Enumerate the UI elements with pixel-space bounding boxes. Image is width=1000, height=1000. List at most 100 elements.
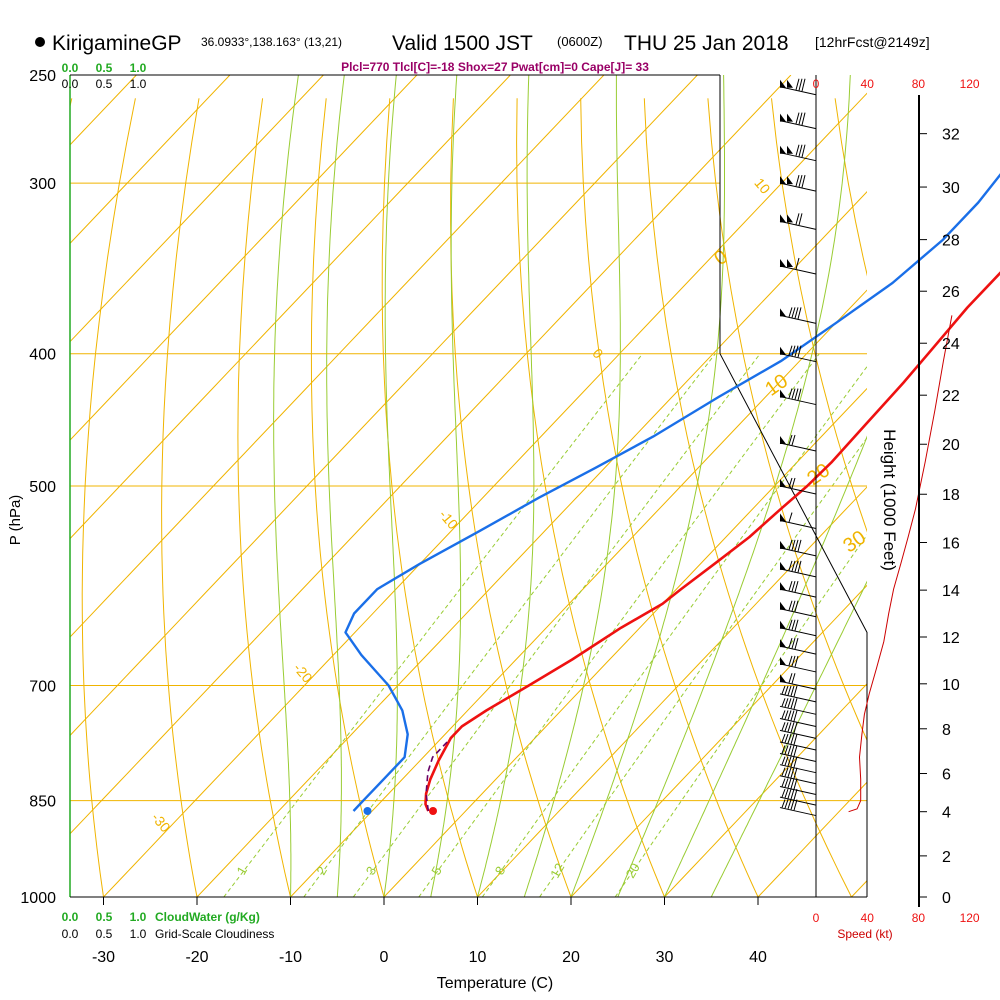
wind-barb-shaft: [779, 729, 817, 739]
wind-barb-feather: [788, 560, 793, 571]
wind-barb-flag: [780, 308, 786, 317]
pressure-tick-label: 250: [29, 68, 56, 85]
speed-top-tick: 0: [813, 77, 820, 91]
wind-barb-flag: [780, 79, 786, 88]
wind-barb-feather: [795, 213, 800, 225]
speed-bottom-tick: 120: [960, 911, 980, 925]
wind-barb-feather: [781, 722, 786, 731]
wind-barb-feather: [787, 756, 792, 767]
moist-adiabat-line: [523, 75, 621, 897]
dry-adiabat-line: [962, 98, 1000, 897]
height-tick-label: 8: [942, 722, 951, 739]
wind-barb-feather: [787, 745, 792, 755]
isotherm-line: [290, 289, 867, 897]
wind-barb-shaft: [779, 547, 817, 557]
isotherm-line: [664, 683, 867, 897]
speed-bottom-tick: 40: [861, 911, 875, 925]
wind-barb-flag: [780, 479, 786, 487]
wind-barb-feather: [801, 174, 806, 188]
moist-adiabat-label: 30: [839, 527, 870, 558]
wind-barb-feather: [791, 581, 796, 592]
station-name: KirigamineGP: [52, 32, 182, 55]
height-tick-label: 12: [942, 630, 960, 647]
cloudwater-label: CloudWater (g/Kg): [155, 910, 260, 924]
temperature-tick-label: -30: [92, 949, 115, 966]
speed-bottom-tick: 0: [813, 911, 820, 925]
wind-barb-feather: [794, 560, 799, 572]
wind-barb-feather: [788, 637, 793, 648]
wind-barb: [779, 637, 817, 655]
wind-barb-feather: [790, 778, 795, 789]
wind-barb-shaft: [779, 588, 817, 598]
moist-adiabat-line: [326, 75, 345, 897]
wind-barb-feather: [790, 685, 795, 697]
wind-barb-feather: [781, 745, 786, 754]
isotherm-line: [383, 387, 867, 897]
moist-adiabat-line: [710, 580, 867, 897]
wind-barb-feather: [798, 213, 803, 226]
wind-barb-feather: [784, 799, 789, 809]
wind-barb-feather: [784, 733, 789, 743]
temperature-surface-point: [429, 807, 437, 815]
wind-barb: [779, 580, 817, 598]
wind-barb: [779, 388, 817, 406]
wind-barb: [779, 307, 817, 324]
wind-barb-feather: [788, 655, 793, 666]
wind-barb-feather: [784, 788, 789, 798]
wind-barb-feather: [790, 756, 795, 767]
wind-barb-feather: [790, 788, 795, 800]
wind-barb-feather: [791, 434, 796, 446]
cloudiness-label: Grid-Scale Cloudiness: [155, 927, 274, 941]
wind-barb-feather: [797, 560, 802, 573]
wind-barb-flag: [780, 674, 786, 683]
dry-adiabat-line: [310, 98, 385, 897]
dry-adiabat-line: [516, 98, 665, 897]
wind-barb-feather: [784, 710, 789, 720]
dewpoint-line: [344, 173, 1000, 812]
wind-barb-feather: [793, 778, 798, 790]
wind-barb-feather: [781, 733, 786, 743]
height-axis-label: Height (1000 Feet): [880, 429, 899, 571]
cloudiness-top-tick: 1.0: [130, 77, 147, 91]
cloudwater-top-tick: 0.0: [62, 61, 79, 75]
wind-barb: [779, 434, 817, 452]
wind-barb: [779, 722, 817, 739]
wind-barb-feather: [787, 799, 792, 810]
wind-barb-flag: [780, 513, 786, 522]
cloudiness-bottom-tick: 0.5: [96, 927, 113, 941]
pressure-tick-label: 400: [29, 347, 56, 364]
wind-barb-feather: [791, 345, 796, 357]
pressure-tick-label: 300: [29, 176, 56, 193]
wind-barb: [779, 788, 817, 806]
wind-barb-feather: [784, 767, 789, 777]
moist-adiabat-label: 0: [710, 246, 732, 270]
wind-barb-flag: [780, 561, 786, 570]
wind-barb-flag: [780, 176, 786, 185]
wind-barb-feather: [784, 685, 789, 695]
wind-barb-feather: [784, 722, 789, 732]
wind-speed-profile: [848, 315, 953, 813]
wind-barb-feather: [788, 307, 793, 318]
wind-barb-flag: [780, 620, 786, 629]
cloudiness-top-tick: 0.5: [96, 77, 113, 91]
height-tick-label: 6: [942, 767, 951, 784]
wind-barb-feather: [781, 685, 786, 695]
wind-barb-feather: [781, 767, 786, 776]
wind-barb-feather: [788, 539, 793, 550]
valid-time: Valid 1500 JST: [392, 32, 533, 55]
temperature-tick-label: 20: [562, 949, 580, 966]
dry-adiabat-line: [81, 98, 136, 897]
stability-indices: Plcl=770 Tlcl[C]=-18 Shox=27 Pwat[cm]=0 …: [341, 60, 649, 74]
wind-barb-feather: [794, 581, 799, 593]
wind-barb-feather: [784, 778, 789, 788]
wind-barb-feather: [790, 698, 795, 709]
wind-barb-shaft: [779, 786, 817, 796]
wind-barb: [779, 698, 817, 715]
wind-barb-feather: [791, 673, 796, 684]
dry-adiabat-line: [450, 98, 572, 897]
dry-adiabat-line: [771, 98, 867, 533]
wind-barb-feather: [781, 788, 786, 798]
mixing-ratio-line: [539, 437, 867, 897]
wind-barb: [779, 673, 817, 690]
isotherm-line: [70, 75, 605, 638]
